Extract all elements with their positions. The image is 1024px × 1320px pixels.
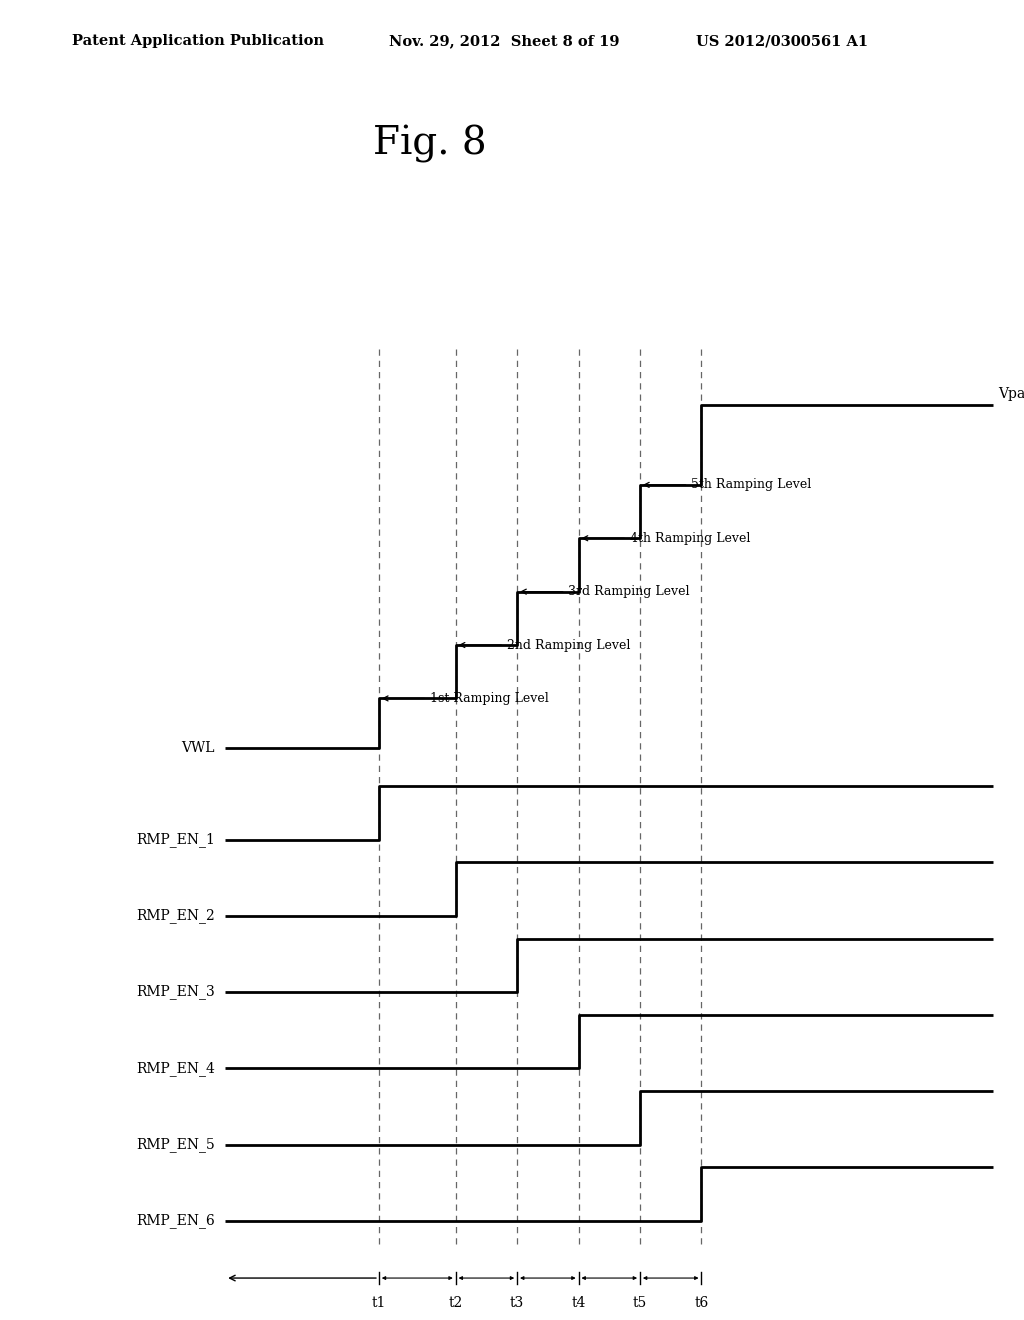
Text: t1: t1 (372, 1296, 386, 1309)
Text: RMP_EN_3: RMP_EN_3 (136, 985, 215, 999)
Text: US 2012/0300561 A1: US 2012/0300561 A1 (696, 34, 868, 49)
Text: 1st Ramping Level: 1st Ramping Level (383, 692, 549, 705)
Text: t3: t3 (510, 1296, 524, 1309)
Text: Fig. 8: Fig. 8 (374, 125, 486, 164)
Text: 4th Ramping Level: 4th Ramping Level (583, 532, 751, 545)
Text: Vpass: Vpass (998, 387, 1024, 401)
Text: 3rd Ramping Level: 3rd Ramping Level (521, 585, 690, 598)
Text: 2nd Ramping Level: 2nd Ramping Level (460, 639, 630, 652)
Text: t4: t4 (571, 1296, 586, 1309)
Text: Nov. 29, 2012  Sheet 8 of 19: Nov. 29, 2012 Sheet 8 of 19 (389, 34, 620, 49)
Text: RMP_EN_1: RMP_EN_1 (136, 832, 215, 847)
Text: Patent Application Publication: Patent Application Publication (72, 34, 324, 49)
Text: 5th Ramping Level: 5th Ramping Level (644, 478, 811, 491)
Text: RMP_EN_5: RMP_EN_5 (136, 1137, 215, 1152)
Text: RMP_EN_4: RMP_EN_4 (136, 1061, 215, 1076)
Text: t5: t5 (633, 1296, 647, 1309)
Text: RMP_EN_2: RMP_EN_2 (136, 908, 215, 923)
Text: VWL: VWL (181, 741, 215, 755)
Text: RMP_EN_6: RMP_EN_6 (136, 1213, 215, 1229)
Text: t6: t6 (694, 1296, 709, 1309)
Text: t2: t2 (449, 1296, 463, 1309)
